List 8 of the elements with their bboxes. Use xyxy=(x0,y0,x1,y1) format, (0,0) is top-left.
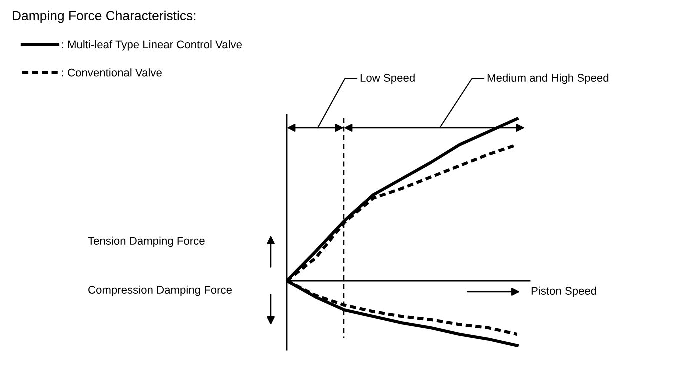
text: Compression Damping Force xyxy=(88,286,232,296)
x-axis-title: Piston Speed xyxy=(532,286,596,298)
text: Tension Damping Force xyxy=(88,236,205,248)
text: Low Speed xyxy=(360,74,415,84)
legend-label: : Multi-leaf Type Linear Control Valve xyxy=(62,40,242,51)
text: Medium and High Speed xyxy=(488,74,609,84)
text: Damping Force Characteristics: xyxy=(13,10,196,24)
legend-label: : Conventional Valve xyxy=(62,68,162,77)
